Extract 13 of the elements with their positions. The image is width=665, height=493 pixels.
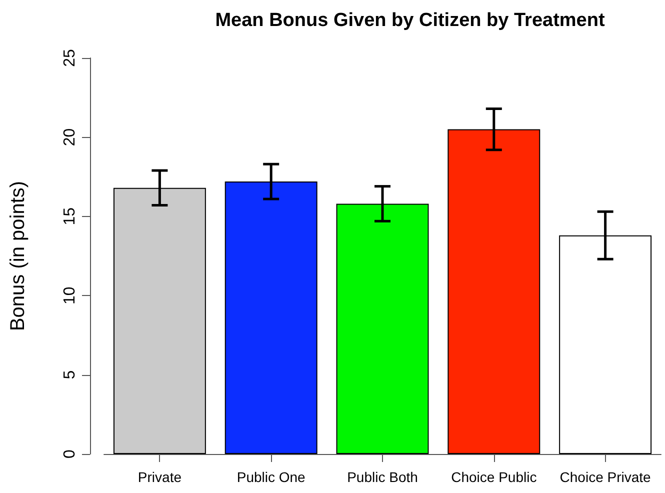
- x-tick-label: Private: [138, 469, 182, 485]
- y-tick-label: 15: [62, 207, 78, 226]
- y-tick-label: 5: [62, 370, 78, 380]
- x-tick-label: Public One: [236, 469, 306, 485]
- x-tick-label: Public Both: [347, 469, 418, 485]
- y-tick-label: 0: [62, 449, 78, 458]
- x-tick-label: Choice Private: [560, 469, 652, 485]
- y-tick-label: 20: [62, 128, 78, 146]
- chart-title: Mean Bonus Given by Citizen by Treatment: [215, 10, 606, 31]
- x-tick-label: Choice Public: [451, 469, 537, 485]
- y-tick-label: 10: [62, 286, 78, 304]
- y-axis-title: Bonus (in points): [7, 180, 29, 332]
- y-tick-label: 25: [62, 49, 78, 67]
